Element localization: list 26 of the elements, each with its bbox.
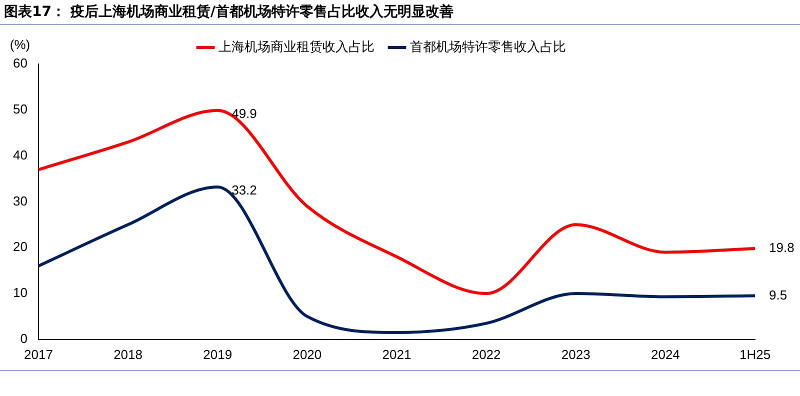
line-series	[36, 108, 756, 295]
data-label: 49.9	[232, 106, 257, 121]
y-tick-label: 40	[12, 147, 28, 162]
x-tick-label: 1H25	[739, 346, 771, 362]
y-tick-label: 10	[12, 285, 28, 300]
x-tick-label: 2024	[650, 346, 680, 362]
x-tick-label: 2023	[561, 346, 590, 362]
x-tick-label: 2020	[292, 346, 322, 362]
data-label: 9.5	[769, 287, 788, 302]
legend-label: 首都机场特许零售收入占比	[410, 39, 566, 54]
y-tick-label: 30	[12, 193, 28, 208]
data-label: 19.8	[769, 240, 794, 256]
chart-title: 图表17： 疫后上海机场商业租赁/首都机场特许零售占比收入无明显改善	[0, 0, 800, 25]
line-series	[36, 186, 756, 334]
y-tick-label: 20	[12, 239, 28, 254]
data-label: 33.2	[232, 182, 257, 198]
y-tick-label: 0	[20, 330, 28, 346]
x-tick-label: 2021	[382, 346, 412, 362]
x-tick-label: 2017	[24, 346, 53, 362]
legend-label: 上海机场商业租赁收入占比	[218, 39, 374, 54]
x-tick-label: 2018	[114, 346, 142, 362]
x-tick-label: 2019	[203, 346, 232, 362]
y-tick-label: 60	[12, 56, 28, 71]
x-tick-label: 2022	[472, 346, 501, 362]
y-axis-title: (%)	[10, 37, 30, 52]
y-tick-label: 50	[12, 101, 28, 116]
